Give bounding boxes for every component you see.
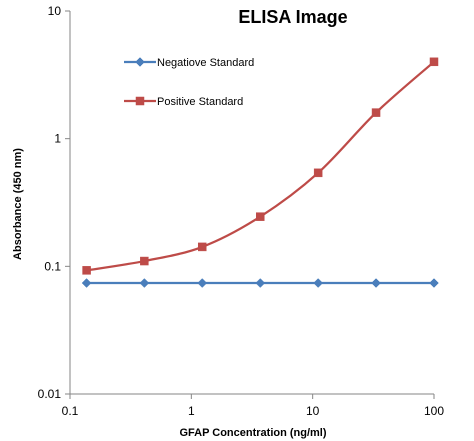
data-point (371, 108, 381, 117)
y-axis-title: Absorbance (450 nm) (12, 148, 24, 260)
series-line (86, 60, 435, 272)
series-positive-standard (82, 57, 439, 275)
x-tick-label: 1 (188, 404, 195, 418)
data-point (429, 57, 439, 67)
data-point (256, 212, 265, 221)
legend-item-positive-standard: Positive Standard (124, 96, 243, 108)
data-point (313, 168, 323, 178)
x-tick-label: 0.1 (62, 404, 79, 418)
legend-swatch-marker (135, 96, 145, 106)
data-point (139, 278, 150, 288)
data-point (255, 278, 266, 288)
y-tick-label: 0.1 (44, 259, 61, 273)
data-point (429, 278, 439, 288)
series-layer (81, 57, 439, 288)
data-point (197, 242, 207, 252)
data-point (197, 278, 208, 288)
data-point (371, 278, 381, 288)
data-point (82, 266, 91, 275)
x-tick-label: 100 (424, 404, 444, 418)
data-point (313, 278, 324, 288)
legend-item-negative-standard: Negatiove Standard (124, 57, 254, 69)
y-tick-label: 0.01 (38, 387, 62, 401)
chart-title: ELISA Image (238, 7, 347, 27)
data-point (81, 278, 92, 288)
y-tick-label: 10 (48, 4, 62, 18)
legend-label: Positive Standard (157, 96, 243, 108)
legend-label: Negatiove Standard (157, 57, 254, 69)
x-axis-title: GFAP Concentration (ng/ml) (179, 427, 326, 439)
legend: Negatiove Standard Positive Standard (124, 57, 254, 108)
series-negative-standard (81, 278, 439, 288)
data-point (140, 256, 149, 266)
x-tick-label: 10 (306, 404, 320, 418)
y-tick-label: 1 (54, 132, 61, 146)
legend-swatch-marker (135, 57, 145, 67)
